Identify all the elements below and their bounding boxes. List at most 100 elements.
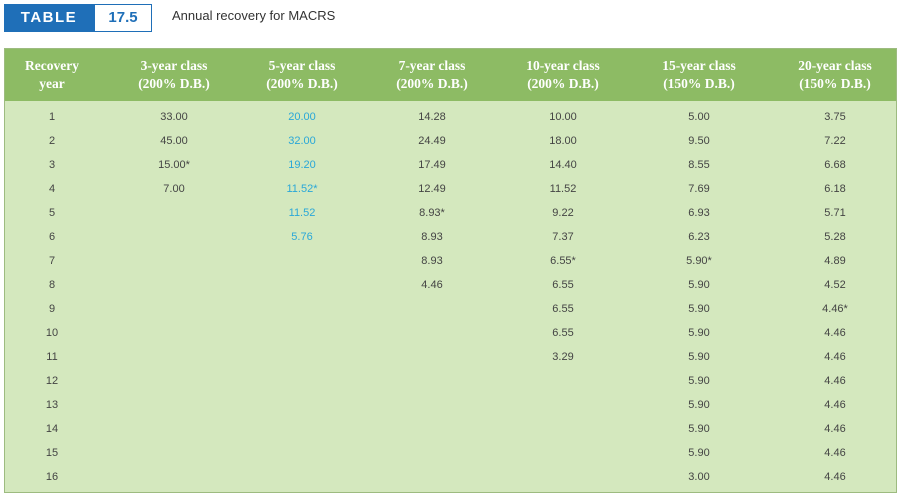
table-row: 3 15.00* 19.20 17.49 14.40 8.55 6.68 — [5, 153, 896, 177]
cell-3-year — [119, 201, 229, 225]
cell-5-year — [247, 417, 357, 441]
cell-20-year: 3.75 — [824, 111, 846, 123]
cell-15-year: 5.90 — [688, 303, 710, 315]
cell-20-year: 4.52 — [824, 279, 846, 291]
table-row: 5 11.52 8.93* 9.22 6.93 5.71 — [5, 201, 896, 225]
table-row: 4 7.00 11.52* 12.49 11.52 7.69 6.18 — [5, 177, 896, 201]
cell-20-year: 4.46 — [824, 327, 846, 339]
cell-7-year — [377, 393, 487, 417]
header-7-year-class: 7-year class (200% D.B.) — [377, 57, 487, 93]
cell-5-year — [247, 345, 357, 369]
header-line2: (150% D.B.) — [663, 76, 735, 91]
cell-20-year: 5.71 — [824, 207, 846, 219]
cell-20-year: 6.68 — [824, 159, 846, 171]
cell-5-year: 19.20 — [288, 159, 316, 171]
cell-7-year — [377, 441, 487, 465]
cell-15-year: 5.90 — [688, 399, 710, 411]
header-line2: (200% D.B.) — [266, 76, 338, 91]
cell-10-year: 11.52 — [549, 183, 577, 195]
cell-20-year: 6.18 — [824, 183, 846, 195]
cell-5-year — [247, 249, 357, 273]
header-3-year-class: 3-year class (200% D.B.) — [119, 57, 229, 93]
cell-recovery-year: 8 — [48, 279, 56, 291]
cell-recovery-year: 9 — [48, 303, 56, 315]
cell-10-year: 14.40 — [549, 159, 577, 171]
cell-recovery-year: 1 — [48, 111, 56, 123]
cell-3-year — [119, 225, 229, 249]
header-line1: 20-year class — [798, 58, 872, 73]
header-line1: Recovery — [25, 58, 79, 73]
cell-10-year: 6.55* — [550, 255, 576, 267]
cell-7-year — [377, 321, 487, 345]
cell-3-year: 45.00 — [160, 135, 188, 147]
header-10-year-class: 10-year class (200% D.B.) — [505, 57, 621, 93]
cell-10-year: 7.37 — [552, 231, 574, 243]
cell-15-year: 3.00 — [688, 471, 710, 483]
table-row: 2 45.00 32.00 24.49 18.00 9.50 7.22 — [5, 129, 896, 153]
cell-5-year — [247, 321, 357, 345]
table-row: 10 6.55 5.90 4.46 — [5, 321, 896, 345]
cell-20-year: 4.46 — [824, 351, 846, 363]
cell-recovery-year: 10 — [45, 327, 59, 339]
table-title: Annual recovery for MACRS — [172, 8, 336, 23]
cell-recovery-year: 12 — [45, 375, 59, 387]
cell-5-year: 11.52 — [288, 207, 316, 219]
cell-5-year: 5.76 — [291, 231, 313, 243]
cell-15-year: 5.90 — [688, 447, 710, 459]
cell-3-year — [119, 369, 229, 393]
cell-5-year: 11.52* — [286, 183, 318, 195]
cell-5-year — [247, 297, 357, 321]
cell-recovery-year: 5 — [48, 207, 56, 219]
cell-3-year — [119, 393, 229, 417]
cell-recovery-year: 4 — [48, 183, 56, 195]
table-row: 6 5.76 8.93 7.37 6.23 5.28 — [5, 225, 896, 249]
cell-20-year: 7.22 — [824, 135, 846, 147]
header-line2: (150% D.B.) — [799, 76, 871, 91]
cell-7-year — [377, 465, 487, 489]
cell-recovery-year: 7 — [48, 255, 56, 267]
cell-5-year — [247, 465, 357, 489]
cell-15-year: 5.90 — [688, 327, 710, 339]
cell-10-year — [505, 393, 621, 417]
table-row: 13 5.90 4.46 — [5, 393, 896, 417]
table-row: 15 5.90 4.46 — [5, 441, 896, 465]
cell-5-year — [247, 369, 357, 393]
cell-7-year: 24.49 — [418, 135, 446, 147]
cell-7-year: 8.93 — [421, 255, 443, 267]
header-line1: 7-year class — [398, 58, 466, 73]
cell-recovery-year: 2 — [48, 135, 56, 147]
header-5-year-class: 5-year class (200% D.B.) — [247, 57, 357, 93]
cell-3-year: 33.00 — [160, 111, 188, 123]
cell-20-year: 4.46 — [824, 375, 846, 387]
cell-7-year: 14.28 — [418, 111, 446, 123]
table-row: 12 5.90 4.46 — [5, 369, 896, 393]
cell-10-year — [505, 369, 621, 393]
cell-3-year — [119, 441, 229, 465]
cell-3-year — [119, 297, 229, 321]
cell-3-year — [119, 321, 229, 345]
cell-recovery-year: 6 — [48, 231, 56, 243]
cell-20-year: 4.46 — [824, 399, 846, 411]
header-15-year-class: 15-year class (150% D.B.) — [641, 57, 757, 93]
cell-3-year — [119, 465, 229, 489]
cell-10-year: 3.29 — [552, 351, 574, 363]
header-line2: year — [39, 76, 65, 91]
cell-recovery-year: 13 — [45, 399, 59, 411]
header-20-year-class: 20-year class (150% D.B.) — [777, 57, 893, 93]
table-caption: TABLE 17.5 Annual recovery for MACRS — [0, 0, 901, 36]
macrs-table: Recovery year 3-year class (200% D.B.) 5… — [4, 48, 897, 493]
cell-15-year: 5.90 — [688, 375, 710, 387]
header-line2: (200% D.B.) — [396, 76, 468, 91]
cell-3-year: 15.00* — [158, 159, 190, 171]
cell-15-year: 9.50 — [688, 135, 710, 147]
cell-5-year — [247, 441, 357, 465]
cell-7-year: 8.93 — [421, 231, 443, 243]
cell-5-year — [247, 393, 357, 417]
cell-10-year: 6.55 — [552, 279, 574, 291]
cell-7-year: 4.46 — [421, 279, 443, 291]
cell-10-year — [505, 417, 621, 441]
cell-3-year — [119, 273, 229, 297]
cell-15-year: 5.90 — [688, 423, 710, 435]
cell-recovery-year: 3 — [48, 159, 56, 171]
cell-15-year: 8.55 — [688, 159, 710, 171]
